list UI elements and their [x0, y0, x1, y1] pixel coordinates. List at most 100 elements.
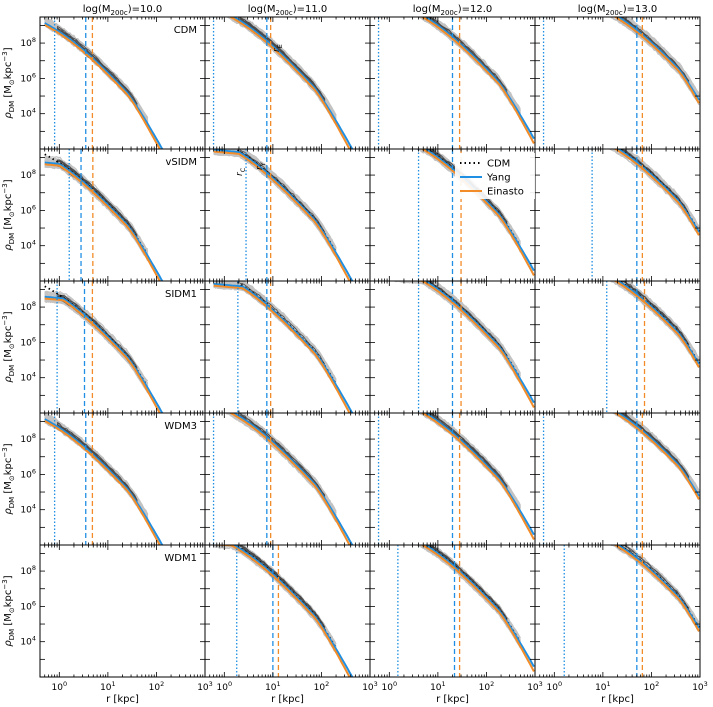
halo-profile-dark: [618, 414, 690, 482]
halo-profile-dark: [239, 154, 326, 237]
halo-profile-dark: [622, 281, 690, 345]
halo-profile-light: [44, 416, 149, 519]
halo-profile-light: [430, 281, 521, 375]
cdm-reference-curve: [617, 281, 700, 364]
halo-profile-dark: [428, 17, 508, 91]
halo-profile-light: [614, 413, 700, 499]
halo-profile-light: [44, 418, 149, 520]
panel-wdm1-col3: [369, 544, 536, 678]
halo-profile-light: [44, 300, 149, 392]
halo-profile-light: [613, 545, 700, 630]
halo-profile-light: [617, 281, 700, 364]
halo-profile-light: [213, 153, 337, 257]
halo-profile-light: [44, 159, 149, 255]
halo-profile-light: [427, 545, 521, 642]
halo-profile-dark: [57, 32, 138, 109]
halo-profile-light: [237, 545, 337, 647]
halo-profile-light: [432, 17, 521, 110]
halo-profile-dark: [239, 418, 326, 501]
halo-profile-light: [624, 281, 700, 359]
halo-profile-light: [238, 149, 337, 249]
halo-profile-light: [616, 413, 700, 498]
halo-profile-light: [235, 545, 337, 647]
halo-profile-light: [615, 149, 700, 234]
panel-wdm3-col4: [534, 412, 701, 546]
halo-profile-dark: [239, 545, 326, 628]
halo-profile-dark: [239, 285, 326, 367]
halo-profile-light: [616, 413, 700, 496]
halo-profile-dark: [239, 286, 326, 367]
halo-profile-dark: [239, 550, 326, 634]
halo-profile-light: [421, 413, 521, 515]
halo-profile-light: [44, 23, 149, 126]
legend: CDM Yang Einasto: [455, 153, 535, 199]
halo-profile-light: [222, 413, 337, 522]
halo-profile-light: [213, 149, 337, 255]
cdm-reference-curve: [233, 545, 336, 647]
annotation-r-c: rC: [235, 167, 247, 176]
halo-profile-light: [231, 17, 337, 123]
halo-profile-light: [625, 545, 700, 623]
halo-profile-light: [44, 417, 149, 520]
y-tick-label: 106: [20, 599, 36, 612]
halo-profile-light: [44, 420, 149, 524]
y-tick-label: 104: [20, 503, 36, 516]
halo-profile-dark: [56, 32, 138, 110]
halo-profile-light: [419, 413, 521, 514]
halo-profile-light: [228, 17, 337, 124]
halo-profile-light: [44, 418, 149, 522]
annotation-r-e: rE: [272, 44, 284, 52]
halo-profile-light: [422, 413, 521, 512]
halo-profile-light: [619, 281, 700, 364]
halo-profile-light: [226, 413, 337, 520]
halo-profile-light: [620, 545, 700, 627]
halo-profile-light: [619, 281, 700, 364]
halo-profile-light: [618, 413, 700, 496]
halo-profile-light: [213, 283, 337, 388]
halo-profile-dark: [56, 31, 138, 109]
halo-profile-light: [239, 149, 337, 249]
yang-fit-curve: [231, 545, 354, 677]
halo-profile-light: [619, 413, 700, 495]
cdm-reference-curve: [617, 149, 700, 232]
halo-profile-dark: [426, 547, 508, 624]
halo-profile-light: [44, 300, 149, 392]
halo-profile-dark: [239, 287, 326, 369]
panel-frame: [204, 412, 371, 546]
halo-profile-light: [625, 149, 700, 228]
halo-profile-light: [213, 545, 337, 653]
x-axis-label: r [kpc]: [106, 694, 139, 705]
halo-profile-light: [44, 166, 149, 262]
halo-profile-light: [427, 413, 521, 510]
halo-profile-light: [44, 298, 149, 391]
halo-profile-light: [213, 285, 337, 386]
halo-profile-dark: [621, 149, 690, 214]
halo-profile-light: [221, 545, 337, 651]
halo-profile-light: [421, 413, 521, 512]
x-axis-label: r [kpc]: [436, 694, 469, 705]
halo-profile-light: [44, 299, 149, 393]
halo-profile-light: [615, 149, 700, 233]
halo-profile-light: [623, 149, 700, 229]
halo-profile-light: [423, 281, 521, 381]
halo-profile-light: [232, 413, 337, 519]
halo-profile-dark: [56, 294, 138, 369]
halo-profile-light: [44, 416, 149, 519]
halo-profile-light: [44, 416, 149, 519]
halo-profile-light: [425, 281, 521, 381]
panel-frame: [534, 412, 701, 546]
halo-profile-light: [213, 151, 337, 257]
halo-profile-light: [624, 413, 700, 491]
halo-profile-light: [217, 545, 337, 651]
x-tick-label: 102: [149, 680, 165, 693]
halo-profile-light: [618, 413, 700, 496]
halo-profile-light: [213, 283, 337, 385]
halo-profile-dark: [618, 547, 690, 615]
halo-profile-light: [44, 420, 149, 523]
x-tick-label: 103: [527, 680, 543, 693]
halo-profile-light: [622, 149, 700, 228]
halo-profile-dark: [622, 545, 690, 609]
halo-profile-light: [424, 545, 521, 644]
halo-profile-dark: [56, 298, 138, 374]
halo-profile-light: [44, 22, 149, 124]
